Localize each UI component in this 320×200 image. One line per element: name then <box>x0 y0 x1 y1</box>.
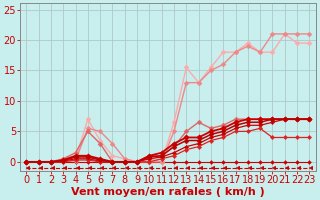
X-axis label: Vent moyen/en rafales ( km/h ): Vent moyen/en rafales ( km/h ) <box>71 187 265 197</box>
